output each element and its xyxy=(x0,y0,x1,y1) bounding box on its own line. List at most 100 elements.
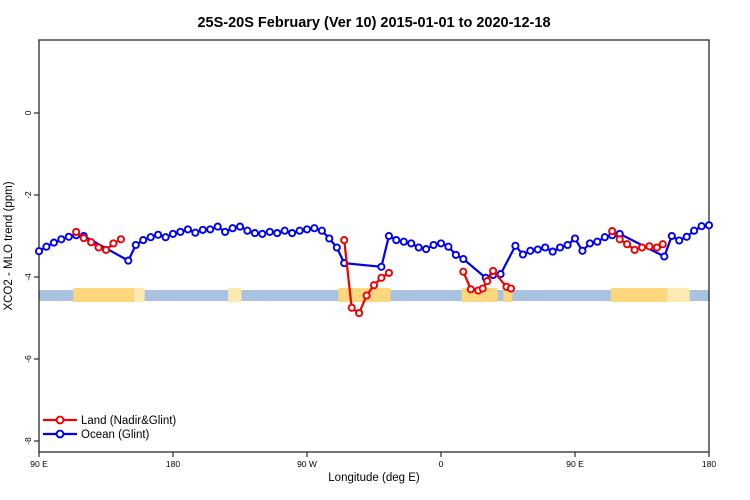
x-tick-label: 180 xyxy=(166,459,180,469)
data-point xyxy=(407,239,416,248)
x-axis-title: Longitude (deg E) xyxy=(328,472,420,484)
legend-label-land: Land (Nadir&Glint) xyxy=(81,415,176,427)
y-tick-label: -6 xyxy=(23,355,33,363)
land-patch xyxy=(228,288,242,302)
data-point xyxy=(42,242,51,251)
data-point xyxy=(697,222,706,231)
data-point xyxy=(295,226,304,235)
data-point xyxy=(124,256,133,265)
data-point xyxy=(198,225,207,234)
data-point xyxy=(518,250,527,259)
data-point xyxy=(288,229,297,238)
data-point xyxy=(478,284,487,293)
data-point xyxy=(94,243,103,252)
data-point xyxy=(362,291,371,300)
data-point xyxy=(72,227,81,236)
data-point xyxy=(139,236,148,245)
data-point xyxy=(302,225,312,234)
data-point xyxy=(377,273,386,282)
data-point xyxy=(667,231,676,241)
data-point xyxy=(154,230,163,239)
data-point xyxy=(183,225,192,234)
data-point xyxy=(49,238,58,247)
data-point xyxy=(221,227,230,236)
data-point xyxy=(161,233,170,242)
data-point xyxy=(682,232,691,241)
data-point xyxy=(79,234,88,243)
data-point xyxy=(459,254,468,264)
land-patch xyxy=(503,288,513,302)
data-point xyxy=(690,226,699,235)
data-point xyxy=(146,233,155,242)
data-point xyxy=(608,227,617,236)
data-point xyxy=(593,237,602,246)
data-point xyxy=(131,240,140,250)
data-point xyxy=(116,235,125,244)
data-point xyxy=(213,222,222,231)
x-tick-label: 0 xyxy=(439,459,444,469)
data-point xyxy=(615,235,624,244)
data-point xyxy=(317,226,326,235)
data-point xyxy=(563,240,572,250)
data-point xyxy=(414,243,423,252)
data-point xyxy=(347,303,356,312)
data-point xyxy=(637,243,647,252)
data-point xyxy=(444,242,453,251)
data-point xyxy=(459,267,468,276)
data-series xyxy=(34,221,714,318)
chart-title: 25S-20S February (Ver 10) 2015-01-01 to … xyxy=(197,15,550,31)
data-point xyxy=(541,243,550,252)
data-point xyxy=(585,239,594,248)
data-point xyxy=(325,234,334,243)
data-point xyxy=(355,309,364,318)
data-point xyxy=(704,221,714,230)
data-point xyxy=(392,236,401,245)
data-point xyxy=(34,247,44,256)
data-point xyxy=(206,225,215,234)
data-point xyxy=(422,245,431,254)
legend-label-ocean: Ocean (Glint) xyxy=(81,429,150,441)
data-point xyxy=(228,224,237,233)
data-point xyxy=(87,238,96,247)
axes: 90 E 180 90 W 0 90 E 180 0 -2 -4 -6 -8 xyxy=(23,39,716,469)
data-point xyxy=(258,229,267,238)
data-point xyxy=(466,285,475,294)
data-point xyxy=(675,236,684,245)
land-patch xyxy=(610,288,668,302)
land-patch xyxy=(667,288,690,302)
x-tick-label: 90 E xyxy=(30,459,48,469)
data-point xyxy=(191,228,200,237)
data-point xyxy=(652,243,661,252)
legend-markers xyxy=(43,415,77,439)
data-point xyxy=(660,252,669,261)
y-tick-label: -8 xyxy=(23,437,33,445)
data-point xyxy=(176,227,185,236)
data-point xyxy=(429,240,438,250)
land-patch xyxy=(73,288,135,302)
data-point xyxy=(578,246,587,255)
data-point xyxy=(310,224,319,233)
legend-marker xyxy=(55,429,65,439)
y-axis-title: XCO2 - MLO trend (ppm) xyxy=(3,181,15,310)
data-point xyxy=(384,231,393,241)
data-point xyxy=(399,237,408,246)
data-point xyxy=(168,229,178,238)
data-point xyxy=(109,239,118,248)
data-point xyxy=(436,239,446,248)
data-point xyxy=(645,242,654,251)
data-point xyxy=(496,270,505,279)
data-point xyxy=(332,243,341,252)
data-point xyxy=(384,268,393,277)
data-point xyxy=(548,247,557,256)
data-point xyxy=(377,262,386,271)
data-point xyxy=(265,227,274,236)
y-tick-label: 0 xyxy=(23,110,33,115)
data-point xyxy=(506,284,516,293)
data-point xyxy=(489,266,498,275)
data-point xyxy=(340,236,349,245)
y-tick-label: -4 xyxy=(23,273,33,281)
data-point xyxy=(600,233,609,242)
data-point xyxy=(101,245,111,254)
